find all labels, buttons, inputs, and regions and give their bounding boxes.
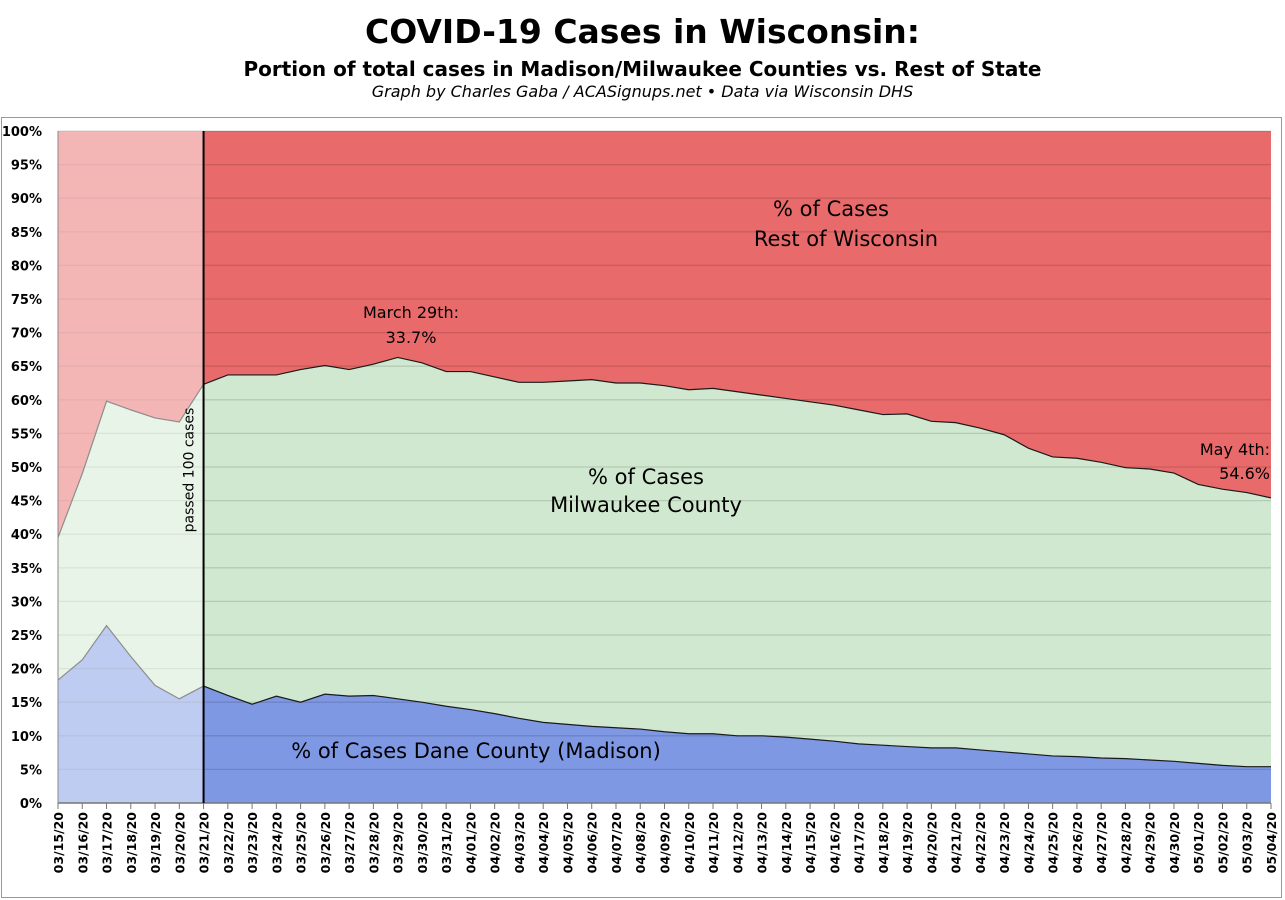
x-tick-label: 03/22/20: [221, 812, 236, 874]
chart-subtitle: Portion of total cases in Madison/Milwau…: [243, 57, 1042, 81]
milwaukee-label-line2: Milwaukee County: [550, 493, 742, 517]
x-tick-label: 05/04/20: [1264, 812, 1279, 874]
x-tick-label: 04/29/20: [1143, 812, 1158, 874]
y-tick-label: 40%: [11, 528, 42, 543]
boundary-lines: [57, 356, 1272, 768]
rest-label-line2: Rest of Wisconsin: [754, 227, 938, 251]
y-tick-label: 25%: [11, 629, 42, 644]
x-tick-label: 04/20/20: [924, 812, 939, 874]
y-tick-label: 30%: [11, 595, 42, 610]
chart-credit: Graph by Charles Gaba / ACASignups.net •…: [371, 82, 914, 101]
x-tick-label: 03/18/20: [124, 812, 139, 874]
march29-annotation-line2: 33.7%: [386, 328, 437, 347]
x-tick-label: 04/19/20: [900, 812, 915, 874]
y-tick-label: 35%: [11, 562, 42, 577]
may4-annotation-line2: 54.6%: [1219, 464, 1270, 483]
y-tick-label: 0%: [20, 797, 42, 812]
x-tick-label: 03/17/20: [100, 812, 115, 874]
x-tick-label: 04/10/20: [682, 812, 697, 874]
y-tick-label: 15%: [11, 696, 42, 711]
x-tick-label: 04/23/20: [997, 812, 1012, 874]
x-tick-label: 03/29/20: [391, 812, 406, 874]
x-tick-label: 05/03/20: [1240, 812, 1255, 874]
x-tick-label: 04/24/20: [1021, 812, 1036, 874]
y-tick-label: 60%: [11, 394, 42, 409]
x-tick-label: 04/02/20: [488, 812, 503, 874]
y-tick-label: 10%: [11, 730, 42, 745]
y-tick-label: 100%: [2, 125, 42, 140]
y-tick-label: 70%: [11, 327, 42, 342]
x-tick-label: 03/21/20: [197, 812, 212, 874]
x-tick-label: 04/25/20: [1046, 812, 1061, 874]
x-tick-label: 03/16/20: [75, 812, 90, 874]
x-tick-label: 03/15/20: [51, 812, 66, 874]
boundary-of-cases-dane-county-madison: [57, 624, 1271, 768]
x-tick-label: 04/21/20: [949, 812, 964, 874]
chart-frame: [1, 117, 1282, 898]
x-tick-label: 04/28/20: [1118, 812, 1133, 874]
y-tick-label: 20%: [11, 663, 42, 678]
x-tick-label: 04/17/20: [852, 812, 867, 874]
x-tick-label: 03/24/20: [269, 812, 284, 874]
y-tick-label: 80%: [11, 259, 42, 274]
x-tick-label: 04/08/20: [633, 812, 648, 874]
y-tick-label: 55%: [11, 427, 42, 442]
y-tick-label: 85%: [11, 226, 42, 241]
x-tick-label: 04/03/20: [512, 812, 527, 874]
areas: [58, 131, 1271, 803]
y-tick-label: 75%: [11, 293, 42, 308]
x-tick-label: 03/25/20: [294, 812, 309, 874]
x-tick-label: 04/05/20: [560, 812, 575, 874]
y-tick-label: 65%: [11, 360, 42, 375]
x-tick-label: 04/12/20: [730, 812, 745, 874]
x-tick-label: 04/14/20: [779, 812, 794, 874]
axes: 0% 5% 10% 15% 20% 25% 30% 35% 40% 45% 50% 55% 60% 65%…: [2, 125, 1279, 873]
gridlines: [58, 130, 1271, 771]
march29-annotation-line1: March 29th:: [363, 303, 459, 322]
x-tick-label: 04/07/20: [609, 812, 624, 874]
labels: % of Cases Rest of Wisconsin % of Cases …: [182, 197, 1270, 763]
x-tick-label: 03/26/20: [318, 812, 333, 874]
x-tick-label: 04/11/20: [706, 812, 721, 874]
may4-annotation-line1: May 4th:: [1200, 440, 1270, 459]
x-tick-label: 04/30/20: [1167, 812, 1182, 874]
x-tick-label: 05/02/20: [1215, 812, 1230, 874]
x-tick-label: 05/01/20: [1191, 812, 1206, 874]
x-tick-label: 04/27/20: [1094, 812, 1109, 874]
y-tick-label: 45%: [11, 495, 42, 510]
threshold-label: passed 100 cases: [182, 408, 198, 533]
y-tick-label: 50%: [11, 461, 42, 476]
x-tick-label: 03/28/20: [366, 812, 381, 874]
x-tick-label: 04/01/20: [463, 812, 478, 874]
area-of-cases-dane-county-madison: [58, 625, 1271, 803]
x-tick-label: 03/27/20: [342, 812, 357, 874]
x-tick-label: 03/20/20: [172, 812, 187, 874]
x-tick-label: 04/06/20: [585, 812, 600, 874]
pre-threshold-shading: [58, 131, 204, 803]
x-tick-label: 04/22/20: [973, 812, 988, 874]
x-tick-label: 04/16/20: [827, 812, 842, 874]
chart-title: COVID-19 Cases in Wisconsin:: [365, 12, 920, 51]
x-tick-label: 03/30/20: [415, 812, 430, 874]
milwaukee-label-line1: % of Cases: [588, 465, 704, 489]
x-tick-label: 03/19/20: [148, 812, 163, 874]
x-tick-label: 04/09/20: [658, 812, 673, 874]
x-tick-label: 03/31/20: [439, 812, 454, 874]
y-tick-label: 95%: [11, 159, 42, 174]
x-tick-label: 04/13/20: [755, 812, 770, 874]
x-tick-label: 03/23/20: [245, 812, 260, 874]
rest-label-line1: % of Cases: [773, 197, 889, 221]
x-tick-label: 04/15/20: [803, 812, 818, 874]
x-tick-label: 04/04/20: [536, 812, 551, 874]
area-of-cases-rest-of-wisconsin: [58, 131, 1271, 538]
dane-label: % of Cases Dane County (Madison): [291, 739, 661, 763]
y-tick-label: 90%: [11, 192, 42, 207]
y-tick-label: 5%: [20, 763, 42, 778]
area-of-cases-milwaukee-county: [58, 357, 1271, 767]
boundary-of-cases-milwaukee-county: [57, 356, 1272, 538]
x-tick-label: 04/26/20: [1070, 812, 1085, 874]
x-tick-label: 04/18/20: [876, 812, 891, 874]
